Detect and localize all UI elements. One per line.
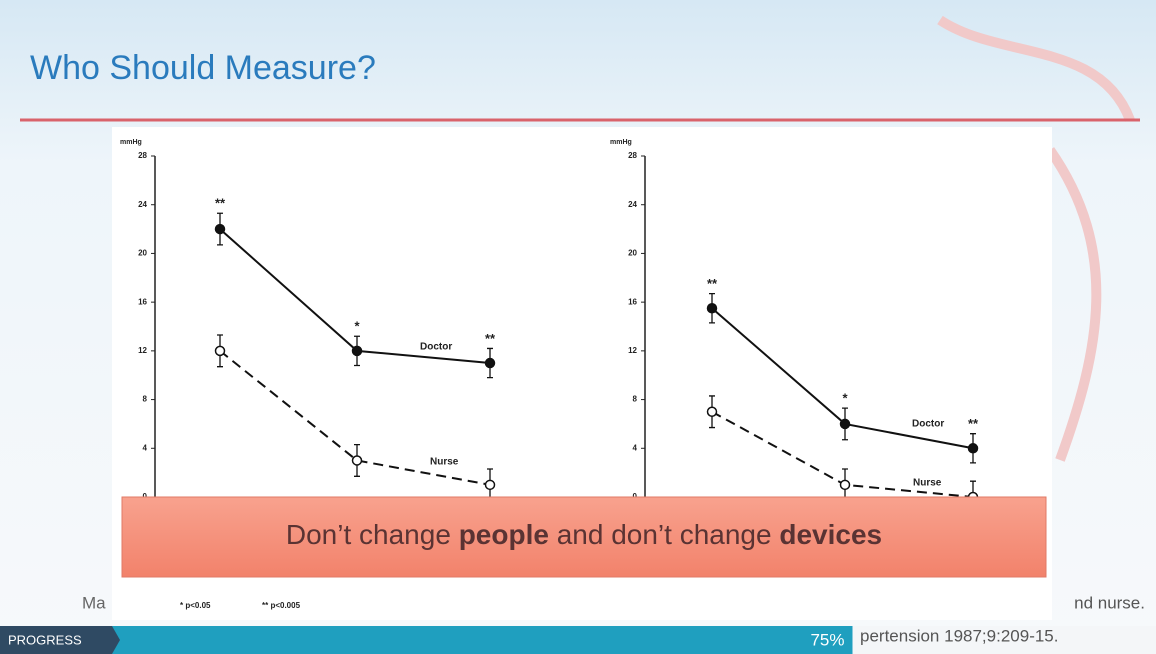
y-axis-label: mmHg <box>120 139 142 146</box>
y-tick-label: 8 <box>143 395 148 404</box>
data-point <box>706 406 718 417</box>
significance: ** <box>215 196 226 211</box>
charts: mmHg0481216202428*****DoctorNursemmHg048… <box>120 139 979 514</box>
significance: ** <box>485 331 496 346</box>
series-label: Nurse <box>913 478 942 489</box>
significance: ** <box>968 416 979 431</box>
data-point <box>706 302 718 314</box>
slide-title: Who Should Measure? <box>30 49 376 87</box>
series-line <box>219 350 491 486</box>
y-tick-label: 16 <box>138 297 147 306</box>
progress-label: PROGRESS <box>8 632 82 647</box>
callout-part: people <box>459 519 549 550</box>
y-tick-label: 24 <box>138 200 147 209</box>
footnote: * p<0.05 <box>180 601 211 610</box>
series-label: Doctor <box>912 419 944 430</box>
callout-box <box>121 496 1047 578</box>
progress-bar <box>110 626 853 654</box>
y-tick-label: 24 <box>628 200 637 209</box>
series-label: Nurse <box>430 457 459 468</box>
y-axis-label: mmHg <box>610 139 632 146</box>
y-tick-label: 12 <box>138 346 147 355</box>
y-tick-label: 16 <box>628 297 637 306</box>
data-point <box>839 418 851 430</box>
callout-part: and don’t change <box>549 519 779 550</box>
y-tick-label: 12 <box>628 346 637 355</box>
y-tick-label: 28 <box>628 151 637 160</box>
footnote: Ma <box>82 593 106 612</box>
progress-tag <box>0 626 120 654</box>
y-tick-label: 4 <box>633 443 638 452</box>
y-tick-label: 28 <box>138 151 147 160</box>
series-label: Doctor <box>420 342 452 353</box>
callout-part: devices <box>779 519 882 550</box>
decoration <box>937 15 1135 462</box>
callout-part: Don’t change <box>286 519 459 550</box>
data-point <box>484 357 496 369</box>
significance: * <box>354 319 360 334</box>
callout-text: Don’t change people and don’t change dev… <box>286 519 882 550</box>
footnote: nd nurse. <box>1074 593 1145 612</box>
data-point <box>214 345 226 357</box>
data-point <box>351 345 363 357</box>
data-point <box>351 455 363 466</box>
significance: * <box>842 391 848 406</box>
footnote: ** p<0.005 <box>262 601 301 610</box>
y-tick-label: 20 <box>138 249 147 258</box>
y-tick-label: 20 <box>628 249 637 258</box>
significance: ** <box>707 276 718 291</box>
progress-value: 75% <box>810 630 844 649</box>
y-tick-label: 8 <box>633 395 638 404</box>
data-point <box>967 443 979 454</box>
footnote: pertension 1987;9:209-15. <box>860 626 1059 645</box>
y-tick-label: 4 <box>143 443 148 452</box>
data-point <box>484 479 496 491</box>
data-point <box>214 223 226 235</box>
data-point <box>839 479 851 491</box>
